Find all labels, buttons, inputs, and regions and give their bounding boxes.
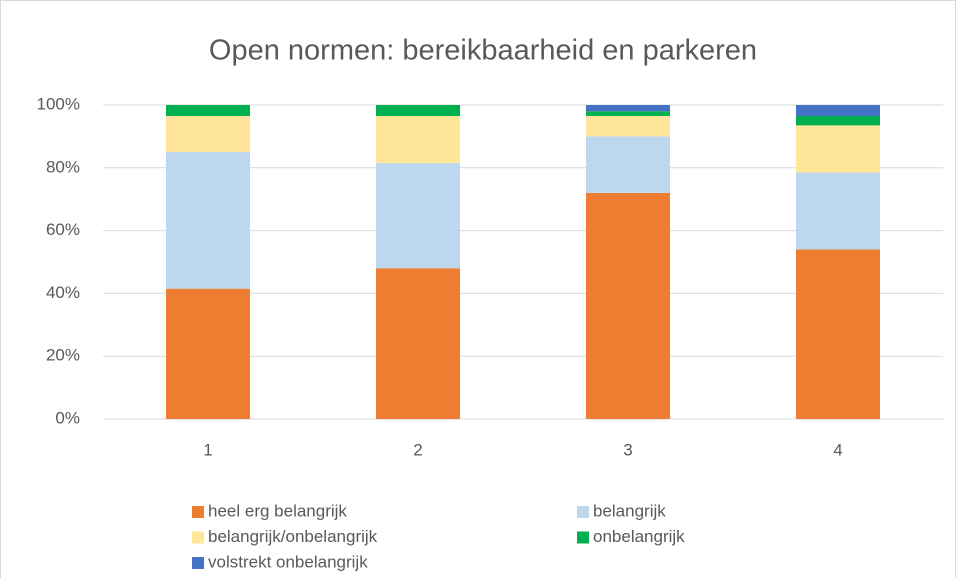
bar-segment bbox=[166, 288, 250, 419]
y-tick-label: 60% bbox=[46, 220, 80, 239]
x-tick-label: 3 bbox=[623, 440, 632, 459]
y-tick-label: 40% bbox=[46, 283, 80, 302]
x-tick-label: 1 bbox=[203, 440, 212, 459]
bar-segment bbox=[796, 125, 880, 173]
bar-segment bbox=[586, 105, 670, 112]
legend-swatch bbox=[192, 506, 204, 518]
bar-segment bbox=[586, 192, 670, 419]
y-tick-label: 20% bbox=[46, 346, 80, 365]
bar-segment bbox=[166, 115, 250, 153]
bar-segment bbox=[376, 268, 460, 419]
legend-swatch bbox=[192, 531, 204, 544]
bar-segment bbox=[376, 163, 460, 269]
legend-swatch bbox=[577, 506, 589, 518]
bar-segment bbox=[586, 111, 670, 116]
y-tick-label: 0% bbox=[55, 408, 80, 427]
bar-segment bbox=[586, 115, 670, 137]
legend-label: belangrijk/onbelangrijk bbox=[208, 527, 378, 546]
legend-label: heel erg belangrijk bbox=[208, 501, 347, 520]
bar-segment bbox=[796, 249, 880, 419]
bar-segment bbox=[586, 136, 670, 193]
bar-segment bbox=[796, 105, 880, 116]
bar-segment bbox=[376, 105, 460, 116]
x-tick-label: 2 bbox=[413, 440, 422, 459]
bar-segment bbox=[376, 115, 460, 164]
chart-title: Open normen: bereikbaarheid en parkeren bbox=[209, 35, 757, 67]
bar-segment bbox=[166, 105, 250, 116]
legend-label: volstrekt onbelangrijk bbox=[208, 552, 368, 571]
bar-segment bbox=[166, 152, 250, 289]
y-tick-label: 100% bbox=[37, 94, 80, 113]
x-tick-label: 4 bbox=[833, 440, 842, 459]
legend-swatch bbox=[192, 557, 204, 569]
legend-label: onbelangrijk bbox=[593, 527, 685, 546]
legend-swatch bbox=[577, 531, 589, 544]
bar-segment bbox=[796, 172, 880, 250]
y-tick-label: 80% bbox=[46, 157, 80, 176]
bar-segment bbox=[796, 115, 880, 126]
legend-label: belangrijk bbox=[593, 501, 666, 520]
